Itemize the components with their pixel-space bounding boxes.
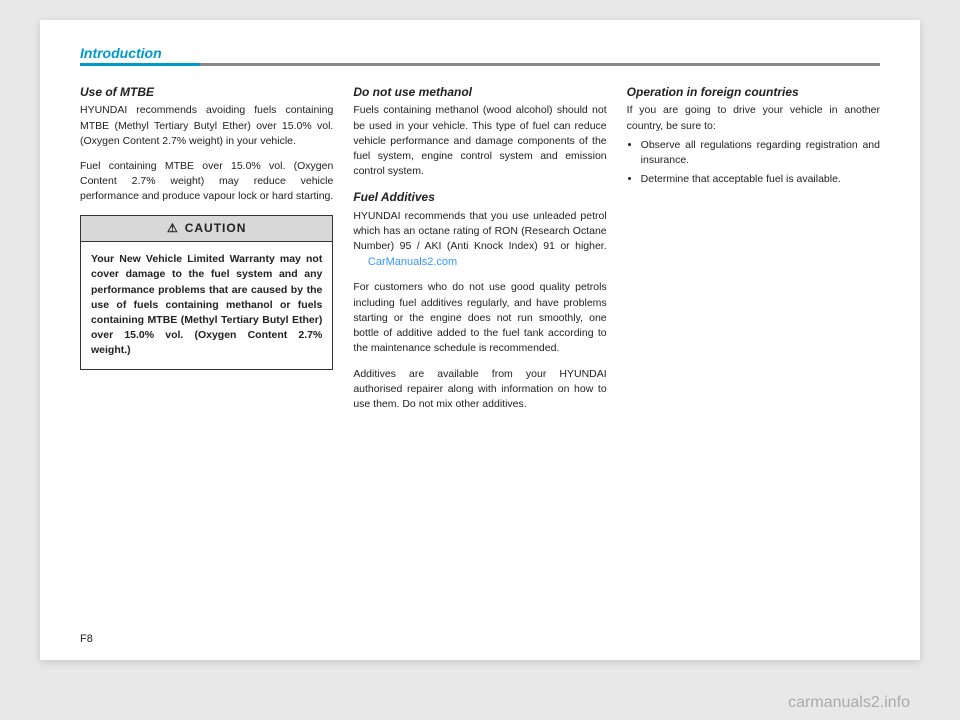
header-divider <box>80 63 880 66</box>
mtbe-heading: Use of MTBE <box>80 84 333 101</box>
manual-page: Introduction Use of MTBE HYUNDAI recomme… <box>40 20 920 660</box>
mtbe-para-1: HYUNDAI recommends avoiding fuels contai… <box>80 103 333 149</box>
column-3: Operation in foreign countries If you ar… <box>627 84 880 422</box>
foreign-heading: Operation in foreign countries <box>627 84 880 101</box>
methanol-heading: Do not use methanol <box>353 84 606 101</box>
mtbe-para-2: Fuel containing MTBE over 15.0% vol. (Ox… <box>80 159 333 205</box>
column-2: Do not use methanol Fuels containing met… <box>353 84 606 422</box>
caution-header: CAUTION <box>81 216 332 242</box>
caution-body: Your New Vehicle Limited Warranty may no… <box>81 242 332 369</box>
methanol-para: Fuels containing methanol (wood alcohol)… <box>353 103 606 179</box>
page-number: F8 <box>80 633 93 645</box>
bullet-regulations: Observe all regulations regarding regist… <box>641 138 880 168</box>
foreign-bullets: Observe all regulations regarding regist… <box>627 138 880 188</box>
footer-watermark: carmanuals2.info <box>788 694 910 712</box>
inline-watermark: CarManuals2.com <box>368 256 457 268</box>
additives-text-1: HYUNDAI recommends that you use unleaded… <box>353 210 606 252</box>
caution-box: CAUTION Your New Vehicle Limited Warrant… <box>80 215 333 370</box>
column-1: Use of MTBE HYUNDAI recommends avoiding … <box>80 84 333 422</box>
foreign-intro: If you are going to drive your vehicle i… <box>627 103 880 133</box>
section-header: Introduction <box>80 45 880 61</box>
additives-para-1: HYUNDAI recommends that you use unleaded… <box>353 209 606 271</box>
additives-heading: Fuel Additives <box>353 189 606 206</box>
bullet-fuel: Determine that acceptable fuel is availa… <box>641 172 880 187</box>
content-columns: Use of MTBE HYUNDAI recommends avoiding … <box>80 84 880 422</box>
additives-para-3: Additives are available from your HYUNDA… <box>353 367 606 413</box>
additives-para-2: For customers who do not use good qualit… <box>353 280 606 356</box>
